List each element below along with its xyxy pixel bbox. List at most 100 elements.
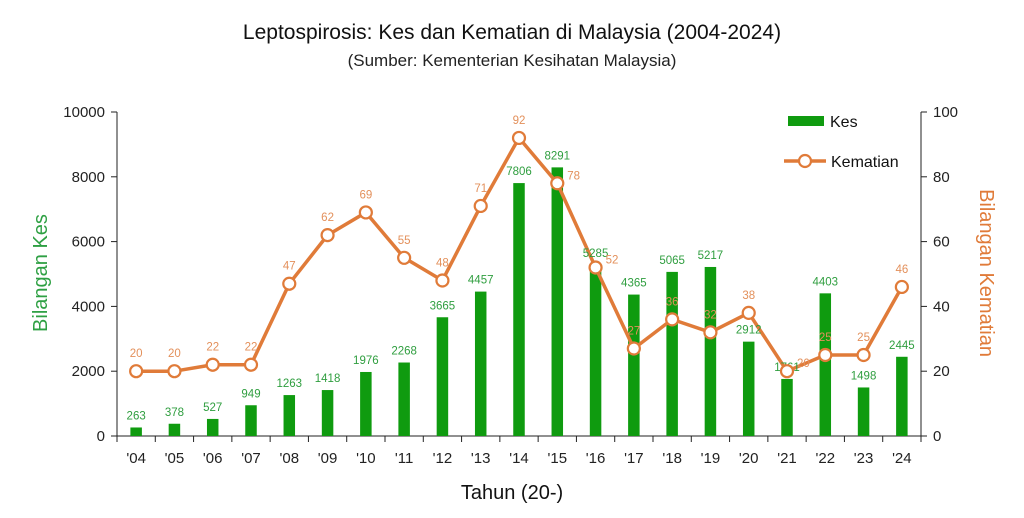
bar-value-label: 1263 [276,378,302,390]
point-value-label: 20 [797,358,810,370]
bar-kes [589,264,602,436]
y-left-tick-label: 2000 [72,363,105,380]
line-point-kematian [779,364,795,379]
point-value-label: 20 [130,348,143,360]
line-point-kematian [358,205,373,220]
bar-value-label: 949 [241,388,260,400]
plot-area: 0 2000 4000 6000 8000 10000 0 20 40 60 80 100 '04 '05… [63,104,958,467]
bar-kes [474,291,487,436]
bar-kes [321,390,334,436]
x-tick-label: '24 [892,450,912,467]
bar-kes [781,378,793,436]
bar-value-label: 4403 [812,276,838,288]
line-point-kematian [435,273,450,288]
bar-kes [704,266,717,436]
point-value-label: 25 [857,332,870,344]
point-value-label: 22 [245,342,258,354]
point-value-label: 46 [895,264,908,276]
line-point-kematian [282,276,297,291]
line-point-kematian [665,312,680,327]
line-point-kematian [243,357,259,372]
bar-kes [245,405,257,436]
point-value-label: 48 [436,257,449,269]
legend: Kes Kematian [784,114,899,171]
bar-kes [551,167,564,437]
y-right-tick-label: 100 [933,104,958,121]
line-point-kematian [703,325,718,340]
point-value-label: 32 [704,309,717,321]
line-point-kematian [588,260,603,275]
line-point-kematian [205,357,220,372]
bar-kes [398,362,410,436]
point-value-label: 71 [474,183,487,195]
point-value-label: 69 [359,189,372,201]
y-right-tick-label: 20 [933,363,950,380]
point-value-label: 36 [666,296,679,308]
x-tick-label: '11 [395,450,413,467]
bar-kes [819,293,832,436]
bar-value-label: 1976 [353,355,379,367]
point-value-label: 38 [742,290,755,302]
bar-value-label: 4457 [468,275,494,287]
x-tick-label: '19 [701,450,721,467]
bar-value-label: 5285 [583,248,609,260]
bar-kes [436,317,449,436]
bar-value-label: 7806 [506,166,532,178]
bar-value-label: 263 [127,410,146,422]
x-axis-title: Tahun (20-) [461,482,563,504]
x-tick-label: '20 [739,450,759,467]
line-point-kematian [397,250,412,265]
point-value-label: 27 [627,326,640,338]
bar-value-label: 5065 [659,255,685,267]
x-tick-label: '23 [854,450,874,467]
chart-subtitle: (Sumber: Kementerian Kesihatan Malaysia) [348,51,677,70]
chart-title: Leptospirosis: Kes dan Kematian di Malay… [243,21,781,44]
line-point-kematian [894,279,909,295]
x-tick-label: '07 [241,450,261,467]
bar-kes [628,294,640,436]
y-left-tick-label: 4000 [72,298,105,315]
bar-kes [857,387,870,436]
point-value-label: 78 [567,170,580,182]
point-value-label: 55 [398,235,411,247]
bar-value-label: 3665 [430,300,456,312]
x-tick-label: '21 [777,450,797,467]
x-tick-label: '06 [203,450,223,467]
legend-kes-label: Kes [830,114,858,131]
x-tick-label: '14 [509,450,529,467]
bar-value-label: 378 [165,407,184,419]
line-point-kematian [818,347,833,363]
bar-kes [168,423,181,436]
x-tick-label: '08 [280,450,300,467]
line-point-kematian [856,347,871,363]
line-point-kematian [626,341,641,356]
x-tick-label: '17 [624,450,644,467]
bar-kes [360,371,372,436]
y-axis-right-title: Bilangan Kematian [975,189,997,357]
bar-kes [130,427,142,436]
bar-value-label: 8291 [544,150,570,162]
point-value-label: 62 [321,212,334,224]
x-tick-label: '05 [165,450,185,467]
y-left-tick-label: 8000 [72,169,105,186]
bar-value-label: 2912 [736,325,762,337]
bar-kes [742,341,755,436]
bar-kes [513,183,525,436]
bar-value-label: 2445 [889,340,915,352]
y-right-tick-label: 40 [933,298,950,315]
x-tick-label: '12 [433,450,453,467]
x-tick-label: '18 [662,450,682,467]
line-point-kematian [511,130,527,146]
point-value-label: 25 [819,332,832,344]
bar-value-label: 5217 [698,250,724,262]
line-point-kematian [129,364,144,379]
line-point-kematian [550,176,565,191]
legend-kes-swatch [788,116,824,126]
y-right-tick-label: 60 [933,234,950,251]
point-value-label: 20 [168,348,181,360]
bar-value-label: 1498 [851,370,877,382]
legend-kematian-marker [797,153,813,169]
y-left-tick-label: 0 [97,428,105,445]
